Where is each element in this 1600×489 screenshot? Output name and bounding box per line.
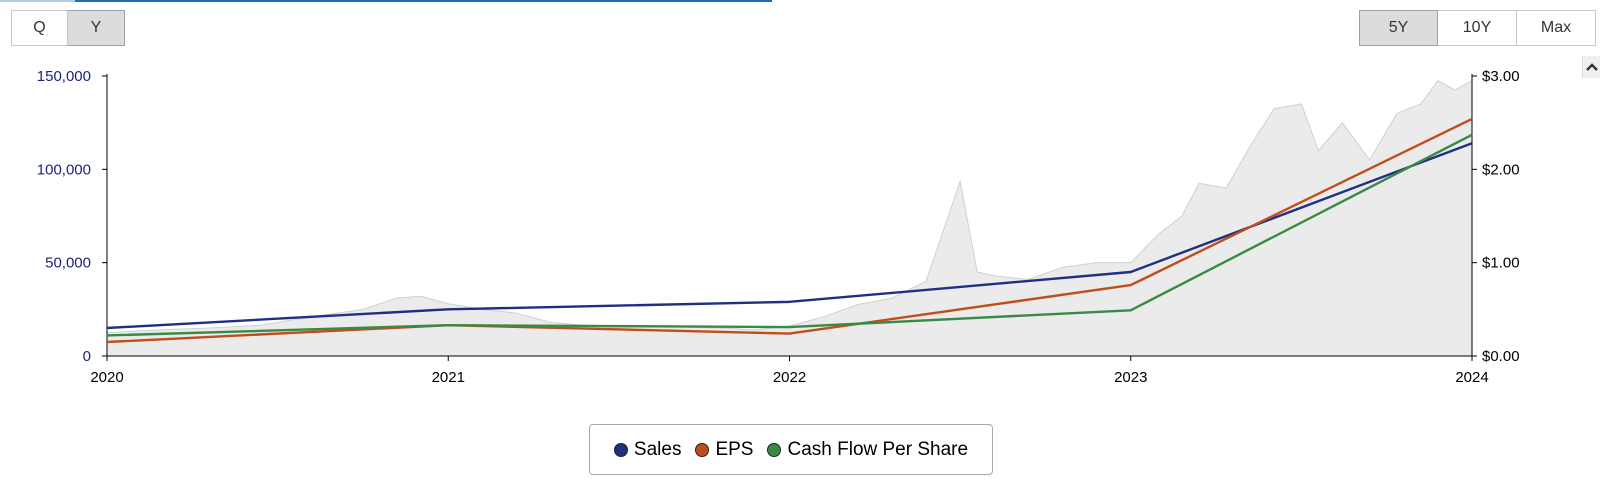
data-point-eps[interactable]	[787, 331, 793, 337]
legend-swatch-cash-flow	[767, 442, 782, 457]
legend-label-cash-flow: Cash Flow Per Share	[787, 438, 969, 460]
range-10y-button[interactable]: 10Y	[1438, 10, 1517, 46]
range-max-button[interactable]: Max	[1517, 10, 1596, 46]
chart-area: 0 50,000 100,000 150,000 $0.00 $1.00 $2.00 $3.0…	[37, 68, 1520, 386]
right-axis-tick-label: $1.00	[1482, 255, 1520, 272]
x-axis-tick-label: 2020	[90, 369, 123, 386]
data-point-cash-flow-per-share[interactable]	[1469, 132, 1475, 138]
data-point-sales[interactable]	[1128, 269, 1134, 275]
legend-item-sales[interactable]: Sales	[613, 438, 682, 461]
x-axis-tick-label: 2024	[1455, 369, 1488, 386]
right-axis-tick-label: $0.00	[1482, 348, 1520, 365]
data-point-sales[interactable]	[104, 325, 110, 331]
data-point-eps[interactable]	[1469, 116, 1475, 122]
legend-swatch-eps	[695, 442, 710, 457]
data-point-sales[interactable]	[787, 299, 793, 305]
series-line-eps	[106, 117, 1473, 344]
left-axis-tick-label: 100,000	[37, 161, 91, 178]
legend-label-sales: Sales	[633, 438, 682, 460]
right-axis-tick-label: $2.00	[1482, 161, 1520, 178]
data-point-cash-flow-per-share[interactable]	[1128, 307, 1134, 313]
legend-item-eps[interactable]: EPS	[695, 439, 753, 461]
left-axis-tick-label: 0	[83, 348, 91, 365]
chevron-up-icon[interactable]	[1582, 56, 1600, 78]
x-axis-tick-label: 2022	[773, 369, 806, 386]
period-toggle: Q Y	[11, 10, 125, 46]
series-line-cash-flow-per-share	[106, 133, 1473, 337]
yearly-button[interactable]: Y	[68, 10, 125, 46]
legend-item-cash-flow-per-share[interactable]: Cash Flow Per Share	[767, 439, 968, 461]
data-point-cash-flow-per-share[interactable]	[104, 332, 110, 338]
x-axis-tick-label: 2023	[1114, 369, 1147, 386]
top-accent-line	[75, 0, 772, 2]
chart-legend: Sales EPS Cash Flow Per Share	[589, 424, 993, 475]
data-point-eps[interactable]	[104, 339, 110, 345]
top-accent-faded	[0, 0, 75, 2]
legend-label-eps: EPS	[715, 438, 754, 460]
range-toggle: 5Y 10Y Max	[1359, 10, 1596, 46]
x-axis-tick-label: 2021	[432, 369, 465, 386]
data-point-sales[interactable]	[1469, 140, 1475, 146]
price-history-area	[106, 79, 1473, 357]
data-point-eps[interactable]	[1128, 282, 1134, 288]
quarterly-button[interactable]: Q	[11, 10, 68, 46]
range-5y-button[interactable]: 5Y	[1359, 10, 1438, 46]
data-point-cash-flow-per-share[interactable]	[445, 322, 451, 328]
legend-swatch-sales	[613, 442, 628, 457]
left-axis-tick-label: 50,000	[45, 255, 91, 272]
left-axis-tick-label: 150,000	[37, 68, 91, 85]
right-axis-tick-label: $3.00	[1482, 68, 1520, 85]
data-point-sales[interactable]	[445, 306, 451, 312]
data-point-cash-flow-per-share[interactable]	[787, 324, 793, 330]
